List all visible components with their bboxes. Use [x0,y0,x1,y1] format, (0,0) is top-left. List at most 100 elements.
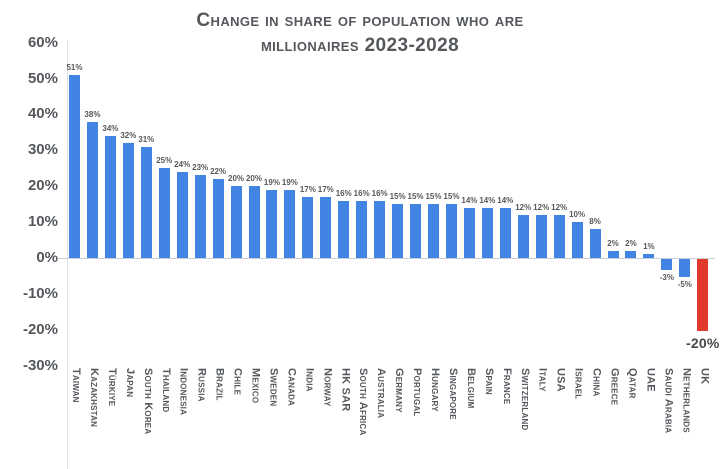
bar [194,175,206,258]
bar [140,146,152,258]
bar [445,204,457,258]
bar [553,214,565,258]
bar [104,136,116,258]
y-axis-tick-label: 10% [27,213,58,231]
bar [535,214,547,258]
bar [86,121,98,258]
x-axis-label: Greece [608,368,621,406]
x-axis-label: South Africa [357,368,370,436]
bar-value-label: -20% [686,334,720,351]
bar [499,207,511,258]
x-axis-label: Thailand [159,368,172,413]
bar-value-label: 19% [263,177,280,187]
y-axis-tick-label: -10% [22,284,58,302]
bar-value-label: 38% [84,109,101,119]
x-axis-label: Portugal [411,368,424,417]
bar-value-label: 14% [479,195,496,205]
x-axis-label: South Korea [141,368,154,435]
bar [176,171,188,258]
bar-value-label: 20% [228,174,245,184]
bar-value-label: 15% [425,192,442,202]
x-axis-label: Canada [285,368,298,407]
bar-value-label: 20% [245,174,262,184]
y-axis-line [67,40,68,469]
x-axis-label: Germany [393,368,406,413]
y-axis-tick-label: -20% [22,320,58,338]
x-axis-label: Italy [536,368,549,392]
x-axis-label: Netherlands [680,368,693,433]
bar [230,186,242,258]
bar [428,204,439,258]
bar [69,75,80,258]
bar [356,200,368,258]
x-axis-label: Hungary [429,368,441,412]
x-axis-label: Belgium [464,368,477,409]
x-axis-label: Brazil [213,368,226,401]
x-axis-label: Indonesia [177,368,190,416]
bar-value-label: 8% [589,217,601,227]
bar-value-label: 16% [371,188,388,198]
chart-title-line1: Change in share of population who are [196,10,524,31]
x-axis-label: Singapore [446,368,459,420]
bar [625,250,637,258]
x-axis-label: Norway [321,368,334,407]
x-axis-label: Saudi Arabia [662,368,675,434]
bar [248,186,260,258]
x-axis-label: Russia [195,368,208,402]
bar [320,197,332,258]
bar-value-label: -5% [677,279,692,289]
y-axis-tick-label: 0% [36,249,58,266]
x-axis-label: Chile [231,368,244,396]
chart-title-line2: millionaires 2023-2028 [260,35,460,56]
chart-title: Change in share of population who are mi… [40,8,680,58]
bar-value-label: 15% [443,192,460,202]
x-axis-label: Taiwan [70,368,82,403]
bar-value-label: 32% [120,131,137,141]
x-axis-label: USA [554,368,567,392]
x-axis-label: Spain [482,368,495,395]
x-axis-label: Switzerland [518,368,531,431]
x-axis-label: Kazakhstan [87,368,100,428]
bar [697,259,709,331]
bar-value-label: 19% [281,177,298,187]
bar-value-label: 15% [389,192,406,202]
bar [392,204,404,258]
bar [158,168,170,258]
y-axis-tick-label: 60% [27,33,58,51]
y-axis-tick-label: 40% [27,105,58,123]
bar-value-label: 12% [533,202,550,212]
bar [302,197,314,258]
bar [661,259,673,270]
y-axis-tick-label: 20% [27,177,58,195]
x-axis-label: Japan [123,368,136,398]
y-axis-tick-label: 30% [27,141,58,159]
bar-value-label: 2% [607,238,619,248]
bar [679,259,691,277]
x-axis-label: Mexico [249,368,262,404]
bar-value-label: 16% [353,188,370,198]
x-axis-label: Israel [572,368,585,400]
x-axis-label: Australia [375,368,388,419]
x-axis-label: UK [698,368,711,385]
bar [338,200,350,258]
bar [517,214,529,258]
bar-value-label: 25% [156,156,173,166]
zero-baseline [58,258,715,259]
bar-value-label: 10% [569,210,586,220]
bar [463,207,475,258]
bar [284,189,296,258]
x-axis-label: UAE [644,368,657,392]
bar-value-label: 17% [299,185,316,194]
x-axis-label: Türkiye [105,368,118,407]
bar [212,179,224,258]
bar-value-label: 31% [138,134,155,144]
bar [410,204,422,258]
bar-value-label: 14% [497,195,514,205]
x-axis-label: HK SAR [339,368,352,412]
bar-value-label: 17% [317,185,334,194]
bar [643,254,655,258]
bar [481,207,493,258]
bar-value-label: 14% [461,195,478,205]
x-axis-label: Qatar [626,368,639,399]
